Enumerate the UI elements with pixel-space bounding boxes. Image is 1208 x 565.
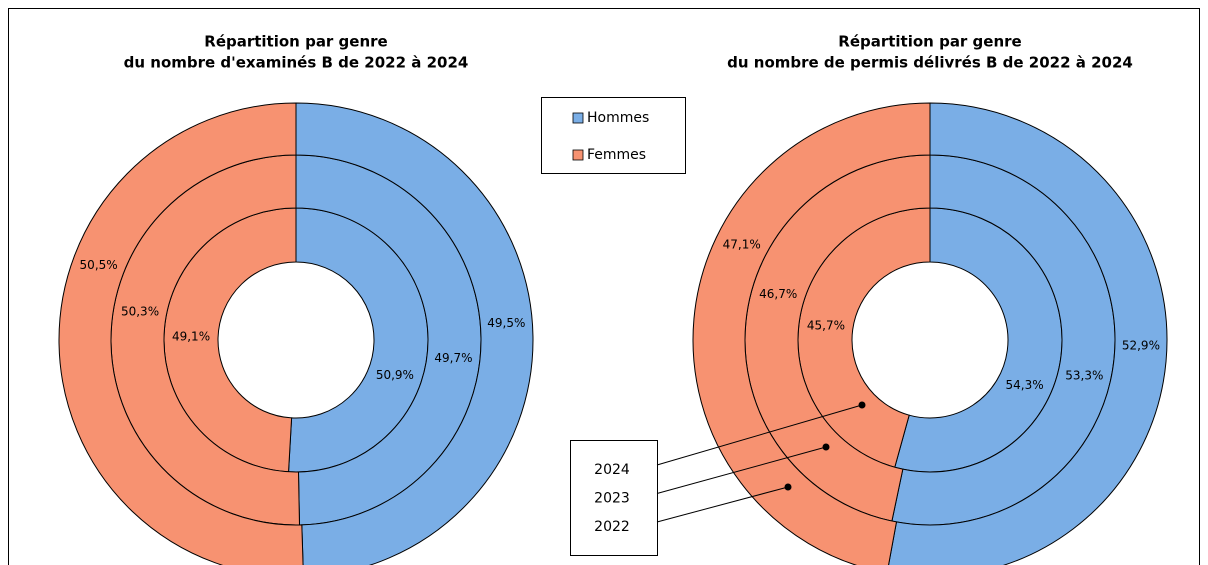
data-label: 52,9% <box>1122 338 1160 352</box>
data-label: 53,3% <box>1065 369 1103 383</box>
data-label: 47,1% <box>723 237 761 251</box>
ring-segment <box>888 102 1168 565</box>
chart-title: du nombre d'examinés B de 2022 à 2024 <box>124 54 469 72</box>
leader-dot <box>784 483 792 491</box>
data-label: 54,3% <box>1006 378 1044 392</box>
frame <box>8 8 1200 565</box>
legend-label: Hommes <box>587 110 649 126</box>
chart-title: Répartition par genre <box>838 33 1021 51</box>
data-label: 45,7% <box>807 318 845 332</box>
legend-label: Femmes <box>587 147 646 163</box>
data-label: 49,7% <box>434 351 472 365</box>
ring-label: 2023 <box>594 491 630 507</box>
chart-title: Répartition par genre <box>204 33 387 51</box>
legend-box <box>541 97 686 174</box>
data-label: 50,3% <box>121 304 159 318</box>
data-label: 46,7% <box>759 287 797 301</box>
chart-title: du nombre de permis délivrés B de 2022 à… <box>727 54 1133 72</box>
data-label: 50,9% <box>376 368 414 382</box>
leader-line <box>656 404 863 466</box>
ring-label: 2022 <box>594 519 630 535</box>
data-label: 50,5% <box>80 258 118 272</box>
leader-line <box>656 486 789 523</box>
ring-segment <box>295 102 534 565</box>
legend-swatch <box>572 112 584 124</box>
data-label: 49,1% <box>172 330 210 344</box>
leader-dot <box>858 401 866 409</box>
ring-segment <box>58 102 304 565</box>
ring-segment <box>692 102 931 565</box>
legend-swatch <box>572 149 584 161</box>
ring-label-box <box>570 440 658 556</box>
leader-dot <box>822 443 830 451</box>
data-label: 49,5% <box>487 316 525 330</box>
ring-label: 2024 <box>594 462 630 478</box>
leader-line <box>656 446 827 494</box>
